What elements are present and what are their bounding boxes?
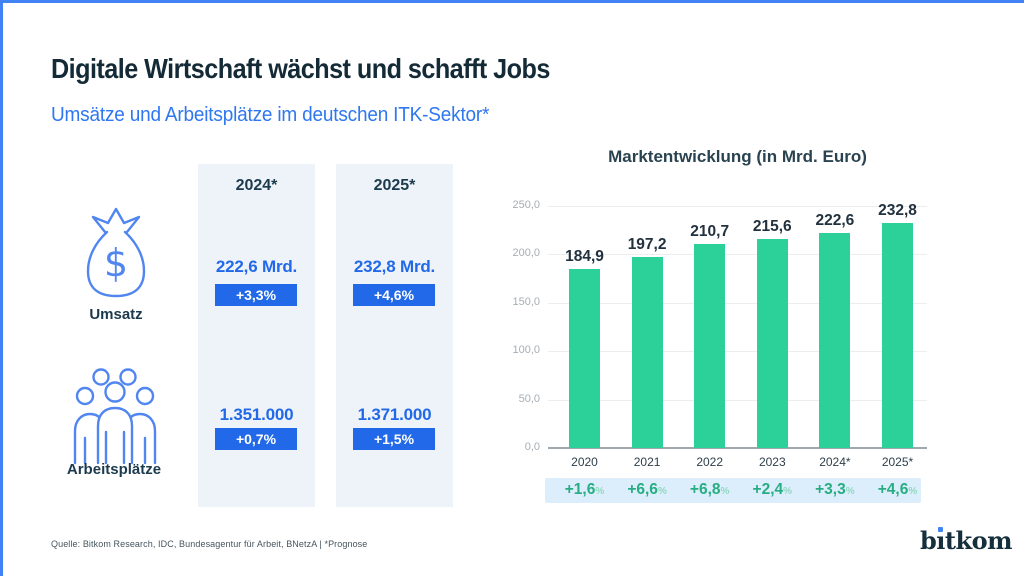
growth-value: +3,3% <box>800 481 870 499</box>
x-tick-label: 2023 <box>758 455 786 469</box>
bar <box>882 222 913 448</box>
page-subtitle: Umsätze und Arbeitsplätze im deutschen I… <box>51 104 490 126</box>
growth-band <box>545 478 921 503</box>
left-accent-bar <box>0 0 3 576</box>
growth-value: +6,8% <box>675 481 745 499</box>
gridline <box>548 206 927 207</box>
growth-number: +2,4 <box>752 481 784 498</box>
percent-sign: % <box>908 486 918 497</box>
revenue-label: Umsatz <box>89 306 143 323</box>
growth-number: +3,3 <box>815 481 846 498</box>
y-tick-label: 250,0 <box>512 199 540 211</box>
column-2024: 2024* 222,6 Mrd. +3,3% 1.351.000 +0,7% <box>198 164 315 507</box>
gridline <box>548 254 927 256</box>
revenue-value-2024: 222,6 Mrd. <box>215 257 298 276</box>
gridline <box>548 302 927 304</box>
bar <box>756 239 788 448</box>
jobs-value-2025: 1.371.000 <box>357 405 432 424</box>
column-2025-header: 2025* <box>373 177 416 194</box>
percent-sign: % <box>595 486 605 497</box>
bar-value-label: 210,7 <box>690 223 730 241</box>
x-tick-label: 2020 <box>571 455 598 469</box>
bar <box>694 244 726 448</box>
growth-value: +6,6% <box>612 481 682 499</box>
svg-text:$: $ <box>104 241 128 285</box>
bar-value-label: 184,9 <box>565 248 604 266</box>
gridline <box>548 351 927 353</box>
people-group-icon <box>73 368 157 465</box>
x-axis-line <box>548 447 927 449</box>
growth-value: +4,6% <box>863 481 933 499</box>
logo-letter-i: ı <box>936 526 945 555</box>
x-tick-label: 2024* <box>819 455 851 469</box>
bar-value-label: 222,6 <box>815 211 855 229</box>
revenue-change-badge-2024: +3,3% <box>215 284 297 306</box>
growth-number: +6,8 <box>689 481 721 498</box>
jobs-label: Arbeitsplätze <box>66 461 162 478</box>
growth-value: +2,4% <box>737 481 807 499</box>
x-tick-label: 2025* <box>881 455 914 469</box>
percent-sign: % <box>657 486 667 497</box>
jobs-change-badge-2024: +0,7% <box>215 428 297 450</box>
percent-sign: % <box>720 486 730 497</box>
growth-number: +1,6 <box>564 481 596 498</box>
column-2024-header: 2024* <box>235 177 278 194</box>
revenue-value-2025: 232,8 Mrd. <box>353 257 436 276</box>
jobs-change-badge-2025: +1,5% <box>353 428 435 450</box>
bar-value-label: 215,6 <box>752 218 792 236</box>
bar-value-label: 197,2 <box>627 236 667 254</box>
x-tick-label: 2021 <box>633 455 661 469</box>
bar <box>631 257 663 448</box>
chart-title: Marktentwicklung (in Mrd. Euro) <box>608 147 867 166</box>
growth-number: +6,6 <box>627 481 658 498</box>
source-note: Quelle: Bitkom Research, IDC, Bundesagen… <box>51 539 368 549</box>
gridline <box>548 399 927 401</box>
page-title: Digitale Wirtschaft wächst und schafft J… <box>51 53 550 84</box>
y-tick-label: 100,0 <box>512 344 540 357</box>
y-tick-label: 200,0 <box>512 247 540 260</box>
money-bag-icon: $ <box>86 207 146 298</box>
bitkom-logo: bı tkom <box>920 526 1013 555</box>
growth-value: +1,6% <box>550 481 620 499</box>
percent-sign: % <box>783 486 793 497</box>
logo-i-dot <box>938 527 943 532</box>
jobs-value-2024: 1.351.000 <box>219 405 294 424</box>
bar <box>569 269 600 448</box>
top-accent-bar <box>0 0 1024 3</box>
bar-value-label: 232,8 <box>878 201 917 219</box>
y-tick-label: 150,0 <box>512 295 540 308</box>
growth-number: +4,6 <box>877 481 909 498</box>
bar <box>819 232 851 448</box>
percent-sign: % <box>845 486 855 497</box>
x-tick-label: 2022 <box>696 455 724 469</box>
y-tick-label: 0,0 <box>524 441 540 453</box>
revenue-change-badge-2025: +4,6% <box>353 284 435 306</box>
y-tick-label: 50,0 <box>518 392 540 405</box>
column-2025: 2025* 232,8 Mrd. +4,6% 1.371.000 +1,5% <box>336 164 453 507</box>
